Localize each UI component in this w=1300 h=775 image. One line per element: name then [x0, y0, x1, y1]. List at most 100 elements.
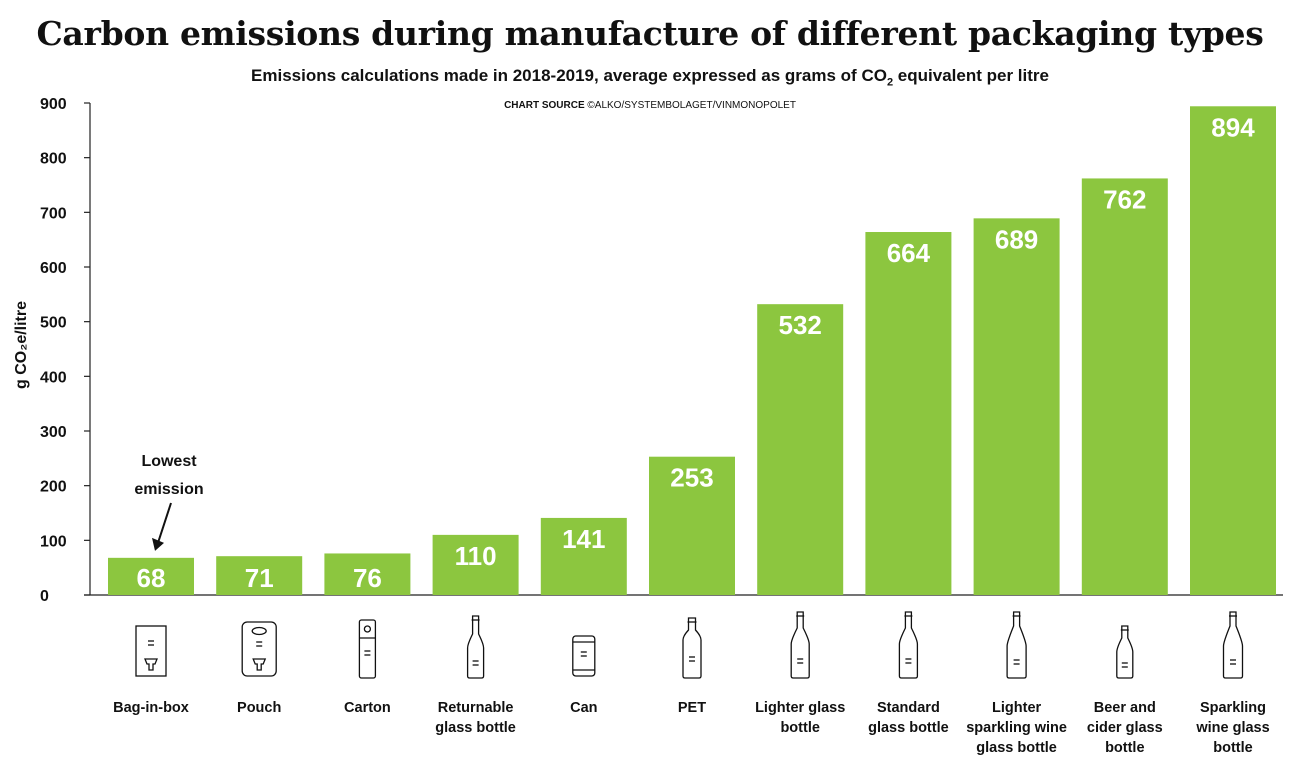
icon-mark: [251, 626, 267, 636]
source-text: ©ALKO/SYSTEMBOLAGET/VINMONOPOLET: [587, 100, 796, 111]
bar-value-label: 141: [562, 524, 605, 554]
can-icon: [572, 635, 596, 677]
x-tick-label-line: Beer and: [1094, 700, 1156, 716]
x-tick-label-line: PET: [678, 700, 706, 716]
x-tick-label-line: bottle: [1213, 740, 1252, 756]
chart-subtitle: Emissions calculations made in 2018-2019…: [0, 66, 1300, 88]
x-tick-label: Beer and cider glass bottle: [1087, 700, 1163, 756]
x-tick-label-line: Lighter glass: [755, 700, 845, 716]
bar-value-label: 762: [1103, 184, 1146, 214]
annotation-line: Lowest: [141, 453, 197, 470]
x-tick-label-line: glass bottle: [976, 740, 1057, 756]
bar-value-label: 689: [995, 224, 1038, 254]
icon-outline: [572, 635, 596, 677]
x-tick-label-line: Can: [570, 700, 597, 716]
bar-value-label: 110: [455, 541, 497, 571]
x-tick-label-line: Carton: [344, 700, 391, 716]
subtitle-end: equivalent per litre: [893, 66, 1049, 85]
bar: [324, 553, 411, 595]
x-tick-label-line: Pouch: [237, 700, 281, 716]
y-tick-label: 600: [40, 260, 67, 277]
icon-mark: [363, 625, 372, 633]
x-tick-label-line: Sparkling: [1200, 700, 1266, 716]
bag-in-box-icon: [135, 625, 167, 677]
x-tick-label: Can: [570, 700, 597, 716]
bar: [432, 534, 519, 595]
icon-outline: [898, 611, 919, 679]
x-tick-label: Sparkling wine glass bottle: [1195, 700, 1269, 756]
annotation-line: emission: [134, 481, 203, 498]
y-tick-label: 800: [40, 151, 67, 168]
bar-value-label: 68: [137, 563, 166, 593]
x-tick-label-line: cider glass: [1087, 720, 1163, 736]
y-tick-label: 900: [40, 96, 67, 113]
x-tick-label-line: Bag-in-box: [113, 700, 189, 716]
x-tick-label-line: glass bottle: [868, 720, 949, 736]
bar-value-label: 664: [887, 238, 931, 268]
x-tick-label: Returnable glass bottle: [435, 700, 516, 736]
bar: [540, 517, 627, 595]
carton-icon: [358, 619, 377, 679]
icon-mark: [144, 658, 158, 671]
x-tick-label: Standard glass bottle: [868, 700, 949, 736]
bar-value-label: 76: [353, 563, 382, 593]
bar: [757, 304, 844, 595]
icon-outline: [135, 625, 167, 677]
chart-source: CHART SOURCE ©ALKO/SYSTEMBOLAGET/VINMONO…: [0, 100, 1300, 111]
y-tick-label: 0: [40, 588, 49, 605]
source-label: CHART SOURCE: [504, 100, 585, 111]
y-tick-label: 100: [40, 533, 67, 550]
icon-outline: [1222, 611, 1244, 679]
lighter-glass-bottle-icon: [790, 611, 810, 679]
y-tick-label: 200: [40, 479, 67, 496]
x-tick-label-line: sparkling wine: [966, 720, 1067, 736]
y-tick-label: 400: [40, 369, 67, 386]
subtitle-subscript: 2: [886, 76, 894, 89]
bar: [1190, 106, 1276, 595]
x-tick-label-line: Returnable: [438, 700, 514, 716]
x-tick-label: Bag-in-box: [113, 700, 189, 716]
annotation-label: Lowest emission: [134, 453, 203, 498]
pouch-icon: [241, 621, 277, 677]
y-tick-label: 300: [40, 424, 67, 441]
beer-cider-bottle-icon: [1116, 625, 1134, 679]
x-tick-label: Pouch: [237, 700, 281, 716]
icon-outline: [466, 615, 485, 679]
icon-outline: [790, 611, 810, 679]
icon-mark: [252, 658, 267, 671]
returnable-bottle-icon: [466, 615, 485, 679]
pet-bottle-icon: [682, 617, 702, 679]
icon-outline: [1116, 625, 1134, 679]
annotation-arrow: [157, 502, 172, 544]
y-tick-label: 500: [40, 315, 67, 332]
bar-value-label: 532: [779, 310, 822, 340]
subtitle-main: Emissions calculations made in 2018-2019…: [251, 66, 887, 85]
bar: [865, 232, 952, 595]
lighter-sparkling-bottle-icon: [1006, 611, 1027, 679]
x-tick-label-line: Lighter: [992, 700, 1041, 716]
x-tick-label-line: glass bottle: [435, 720, 516, 736]
x-tick-label-line: wine glass: [1195, 720, 1269, 736]
icon-outline: [682, 617, 702, 679]
bar: [216, 556, 303, 595]
bar-value-label: 894: [1211, 112, 1255, 142]
bar: [108, 557, 194, 595]
bar: [649, 456, 735, 595]
bar: [1081, 178, 1168, 595]
bar-value-label: 71: [245, 563, 274, 593]
x-tick-label-line: bottle: [1105, 740, 1144, 756]
annotation-arrowhead: [152, 537, 164, 551]
x-tick-label: PET: [678, 700, 706, 716]
standard-glass-bottle-icon: [898, 611, 919, 679]
sparkling-wine-bottle-icon: [1222, 611, 1244, 679]
icon-outline: [358, 619, 377, 679]
y-tick-label: 700: [40, 205, 67, 222]
x-tick-label-line: bottle: [780, 720, 819, 736]
icon-outline: [1006, 611, 1027, 679]
bar-value-label: 253: [670, 463, 713, 493]
x-tick-label: Lighter sparkling wine glass bottle: [966, 700, 1067, 756]
x-tick-label-line: Standard: [877, 700, 940, 716]
chart-title: Carbon emissions during manufacture of d…: [36, 14, 1264, 53]
x-tick-label: Carton: [344, 700, 391, 716]
